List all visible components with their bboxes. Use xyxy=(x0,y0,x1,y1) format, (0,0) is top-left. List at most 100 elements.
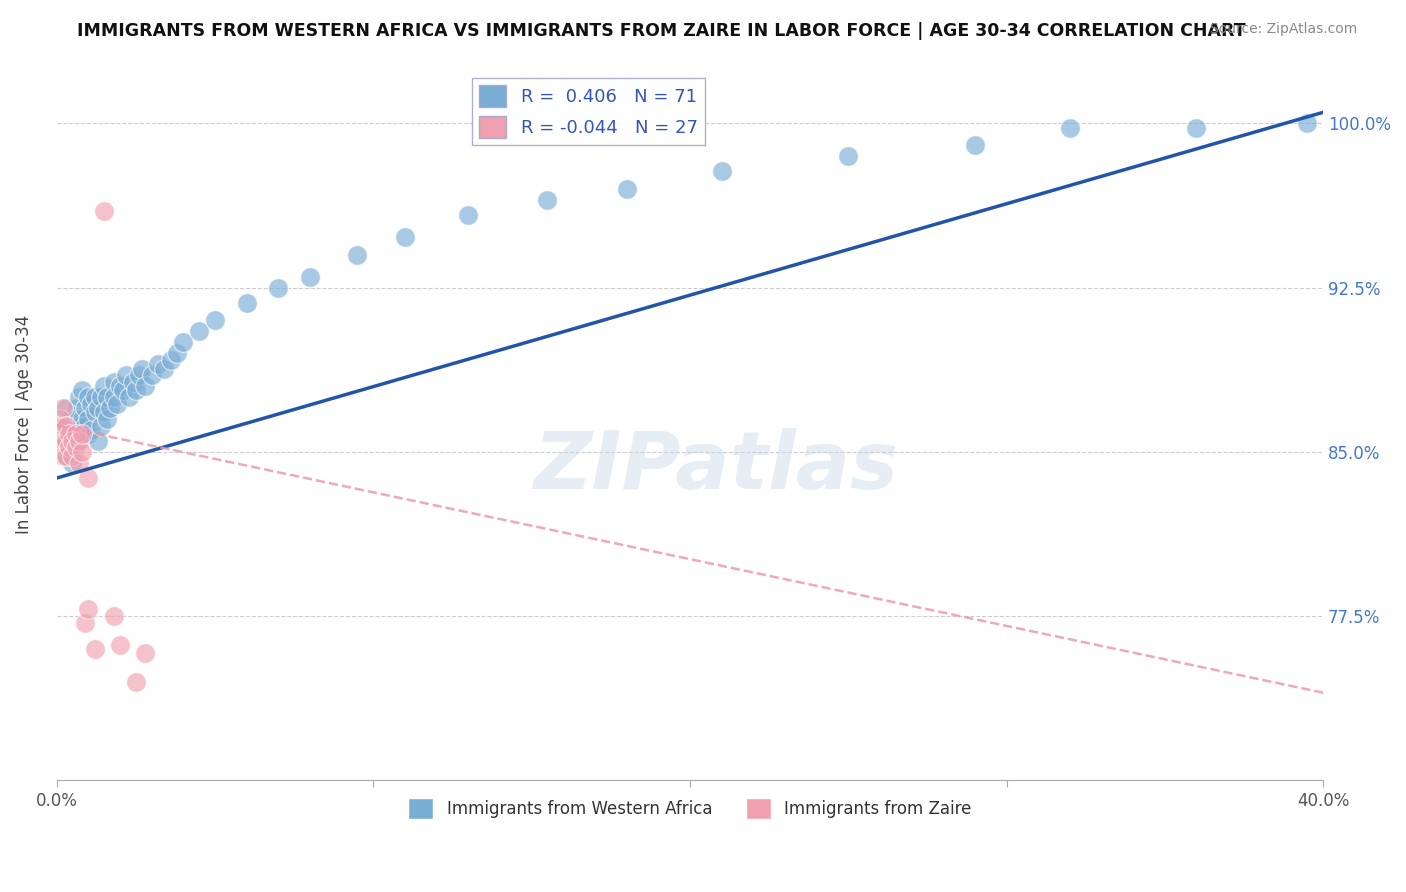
Point xyxy=(108,379,131,393)
Point xyxy=(58,444,80,458)
Point xyxy=(1296,116,1319,130)
Point xyxy=(298,269,321,284)
Point xyxy=(62,434,84,448)
Point xyxy=(55,401,77,415)
Point xyxy=(134,379,156,393)
Point xyxy=(188,324,211,338)
Point xyxy=(90,418,112,433)
Legend: Immigrants from Western Africa, Immigrants from Zaire: Immigrants from Western Africa, Immigran… xyxy=(402,792,979,825)
Point xyxy=(131,361,153,376)
Point xyxy=(67,418,90,433)
Point xyxy=(70,412,93,426)
Point xyxy=(457,208,479,222)
Point xyxy=(62,434,84,448)
Point xyxy=(83,405,105,419)
Point xyxy=(87,401,110,415)
Point xyxy=(77,602,100,616)
Text: ZIPatlas: ZIPatlas xyxy=(533,428,897,506)
Point xyxy=(70,427,93,442)
Point xyxy=(394,230,416,244)
Point xyxy=(62,423,84,437)
Text: IMMIGRANTS FROM WESTERN AFRICA VS IMMIGRANTS FROM ZAIRE IN LABOR FORCE | AGE 30-: IMMIGRANTS FROM WESTERN AFRICA VS IMMIGR… xyxy=(77,22,1246,40)
Point xyxy=(103,609,125,624)
Point xyxy=(115,368,138,383)
Point xyxy=(52,434,75,448)
Point xyxy=(103,375,125,389)
Point xyxy=(172,335,194,350)
Point xyxy=(1185,120,1208,135)
Point xyxy=(963,138,986,153)
Point xyxy=(93,405,115,419)
Point xyxy=(93,203,115,218)
Point xyxy=(62,449,84,463)
Point xyxy=(125,384,148,398)
Point xyxy=(121,375,143,389)
Point xyxy=(134,646,156,660)
Point xyxy=(65,412,87,426)
Point xyxy=(65,427,87,442)
Point xyxy=(52,418,75,433)
Point xyxy=(75,615,97,630)
Point xyxy=(58,412,80,426)
Point xyxy=(67,434,90,448)
Point xyxy=(1059,120,1081,135)
Point xyxy=(128,368,150,383)
Point xyxy=(55,434,77,448)
Point xyxy=(837,149,859,163)
Point xyxy=(62,456,84,470)
Point xyxy=(146,357,169,371)
Point xyxy=(55,449,77,463)
Point xyxy=(55,449,77,463)
Point xyxy=(49,412,72,426)
Point xyxy=(77,427,100,442)
Point xyxy=(58,441,80,455)
Point xyxy=(83,641,105,656)
Point xyxy=(166,346,188,360)
Point xyxy=(75,401,97,415)
Point xyxy=(112,384,135,398)
Point xyxy=(96,390,118,404)
Point xyxy=(96,412,118,426)
Point xyxy=(105,396,128,410)
Point xyxy=(65,427,87,442)
Point xyxy=(87,434,110,448)
Point xyxy=(65,441,87,455)
Point xyxy=(267,280,290,294)
Point xyxy=(710,164,733,178)
Point xyxy=(65,401,87,415)
Point xyxy=(80,423,103,437)
Point xyxy=(83,390,105,404)
Point xyxy=(235,296,257,310)
Point xyxy=(67,390,90,404)
Point xyxy=(108,638,131,652)
Point xyxy=(77,412,100,426)
Point xyxy=(118,390,141,404)
Point xyxy=(93,379,115,393)
Point xyxy=(70,384,93,398)
Point xyxy=(346,248,368,262)
Point xyxy=(49,434,72,448)
Point xyxy=(159,352,181,367)
Point xyxy=(67,434,90,448)
Point xyxy=(90,390,112,404)
Point xyxy=(77,390,100,404)
Point xyxy=(77,471,100,485)
Point xyxy=(67,456,90,470)
Point xyxy=(536,193,558,207)
Point xyxy=(52,449,75,463)
Point xyxy=(55,418,77,433)
Point xyxy=(52,401,75,415)
Point xyxy=(103,390,125,404)
Point xyxy=(52,418,75,433)
Point xyxy=(204,313,226,327)
Y-axis label: In Labor Force | Age 30-34: In Labor Force | Age 30-34 xyxy=(15,315,32,534)
Point xyxy=(125,674,148,689)
Point xyxy=(100,401,122,415)
Point xyxy=(70,427,93,442)
Point xyxy=(80,396,103,410)
Point xyxy=(70,444,93,458)
Point xyxy=(153,361,176,376)
Point xyxy=(58,427,80,442)
Point xyxy=(141,368,163,383)
Point xyxy=(75,418,97,433)
